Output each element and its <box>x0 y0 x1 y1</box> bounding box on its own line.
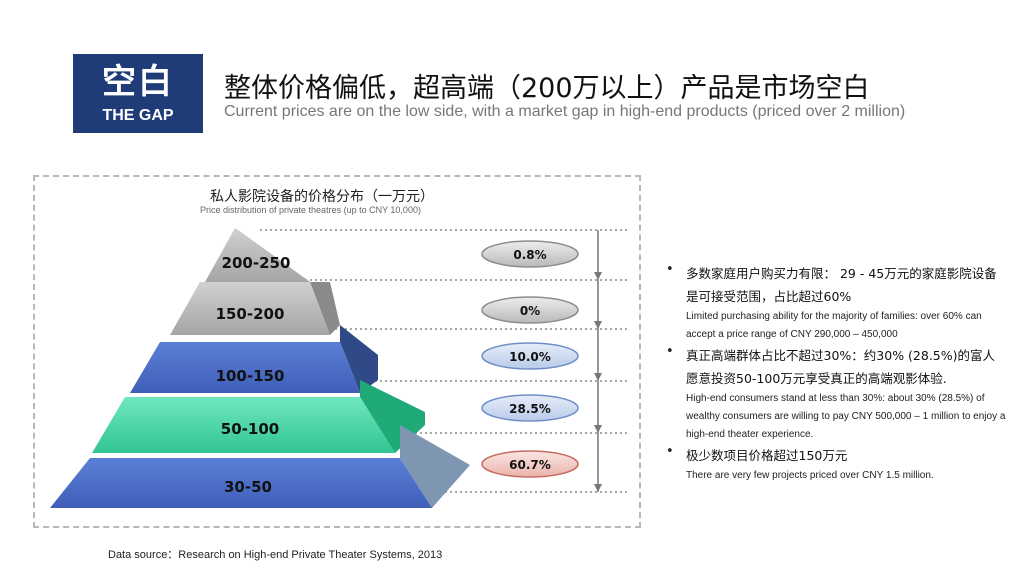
badge-title-en: THE GAP <box>102 107 174 124</box>
finding-item: • 多数家庭用户购买力有限： 29 - 45万元的家庭影院设备是可接受范围，占比… <box>666 262 1006 344</box>
tier-label: 200-250 <box>222 254 291 272</box>
arrow-head <box>594 425 602 433</box>
percent-pill <box>481 342 579 370</box>
page-subtitle: Current prices are on the low side, with… <box>224 103 906 120</box>
finding-en: Limited purchasing ability for the major… <box>686 311 982 340</box>
pyramid-tier-side <box>400 425 470 508</box>
pyramid-tier-4 <box>92 397 395 453</box>
finding-zh: 真正高端群体占比不超过30%：约30% (28.5%)的富人愿意投资50-100… <box>686 348 996 386</box>
gap-badge: 空白 THE GAP <box>73 54 203 133</box>
finding-en: There are very few projects priced over … <box>686 470 934 481</box>
percent-pill <box>481 240 579 268</box>
badge-title-zh: 空白 <box>102 62 174 102</box>
finding-zh: 极少数项目价格超过150万元 <box>686 448 848 463</box>
pyramid-tier-side <box>310 282 340 335</box>
finding-en: High-end consumers stand at less than 30… <box>686 393 1006 440</box>
finding-item: • 极少数项目价格超过150万元 There are very few proj… <box>666 444 1006 485</box>
finding-zh: 多数家庭用户购买力有限： 29 - 45万元的家庭影院设备是可接受范围，占比超过… <box>686 266 997 304</box>
percent-label: 0.8% <box>513 248 546 262</box>
percent-pill <box>481 296 579 324</box>
finding-item: • 真正高端群体占比不超过30%：约30% (28.5%)的富人愿意投资50-1… <box>666 344 1006 444</box>
bullet-dot: • <box>666 262 674 277</box>
arrow-head <box>594 373 602 381</box>
tier-label: 150-200 <box>216 305 285 323</box>
tier-label: 100-150 <box>216 367 285 385</box>
bullet-dot: • <box>666 444 674 459</box>
arrow-head <box>594 321 602 329</box>
data-source: Data source：Research on High-end Private… <box>108 549 443 561</box>
bullet-dot: • <box>666 344 674 359</box>
findings-list: • 多数家庭用户购买力有限： 29 - 45万元的家庭影院设备是可接受范围，占比… <box>666 262 1006 485</box>
pyramid-tier-3 <box>130 342 360 393</box>
pyramid-tier-2 <box>170 282 330 335</box>
percent-label: 28.5% <box>509 402 551 416</box>
percent-label: 0% <box>520 304 540 318</box>
pyramid-tier-side <box>340 325 378 393</box>
arrow-head <box>594 484 602 492</box>
chart-title: 私人影院设备的价格分布（一万元） <box>210 189 434 205</box>
pyramid-tier-1 <box>205 228 310 282</box>
percent-label: 10.0% <box>509 350 551 364</box>
tier-label: 50-100 <box>221 420 279 438</box>
percent-label: 60.7% <box>509 458 551 472</box>
chart-subtitle: Price distribution of private theatres (… <box>200 205 421 215</box>
percent-pill <box>481 450 579 478</box>
tier-label: 30-50 <box>224 478 272 496</box>
arrow-head <box>594 272 602 280</box>
page-title: 整体价格偏低，超高端（200万以上）产品是市场空白 <box>224 73 870 104</box>
pyramid-tier-5 <box>50 458 432 508</box>
percent-pill <box>481 394 579 422</box>
chart-panel <box>33 175 641 528</box>
